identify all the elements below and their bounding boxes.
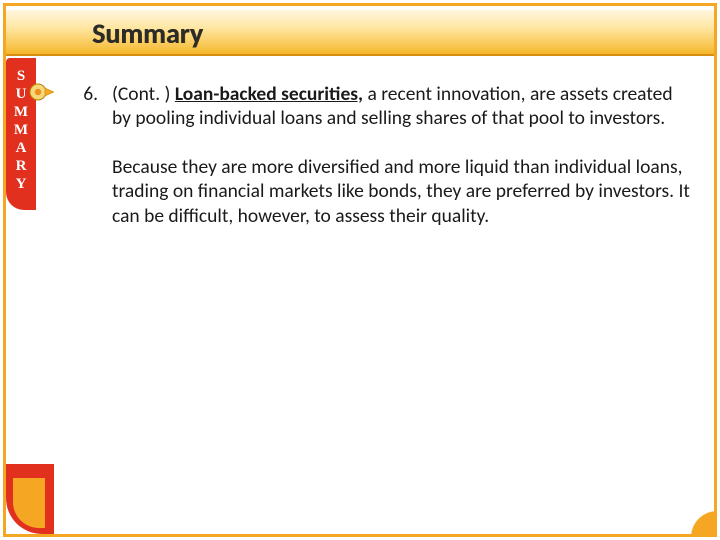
side-tab-letter: A [16,140,27,157]
side-tab-letter: M [14,122,28,139]
side-tab-letter: U [16,86,27,103]
lead-prefix: (Cont. ) [112,82,175,106]
bullet-dot-icon [27,78,55,106]
header-bar: Summary [6,10,714,56]
frame-border-bottom [3,534,717,537]
corner-decoration-bottom-right [657,477,717,537]
side-tab-letter: Y [16,176,27,193]
list-number: 6. [76,82,98,228]
side-tab-letter: S [17,68,25,85]
frame-border-top [3,3,717,6]
side-tab-letter: R [16,158,27,175]
content-area: 6. (Cont. ) Loan-backed securities, a re… [76,82,690,228]
list-item: 6. (Cont. ) Loan-backed securities, a re… [76,82,690,228]
side-tab-letter: M [14,104,28,121]
lead-term: Loan-backed securities, [175,82,363,106]
paragraph-2: Because they are more diversified and mo… [112,155,690,228]
frame-border-right [714,3,717,537]
page-title: Summary [92,16,203,51]
list-body: (Cont. ) Loan-backed securities, a recen… [112,82,690,228]
